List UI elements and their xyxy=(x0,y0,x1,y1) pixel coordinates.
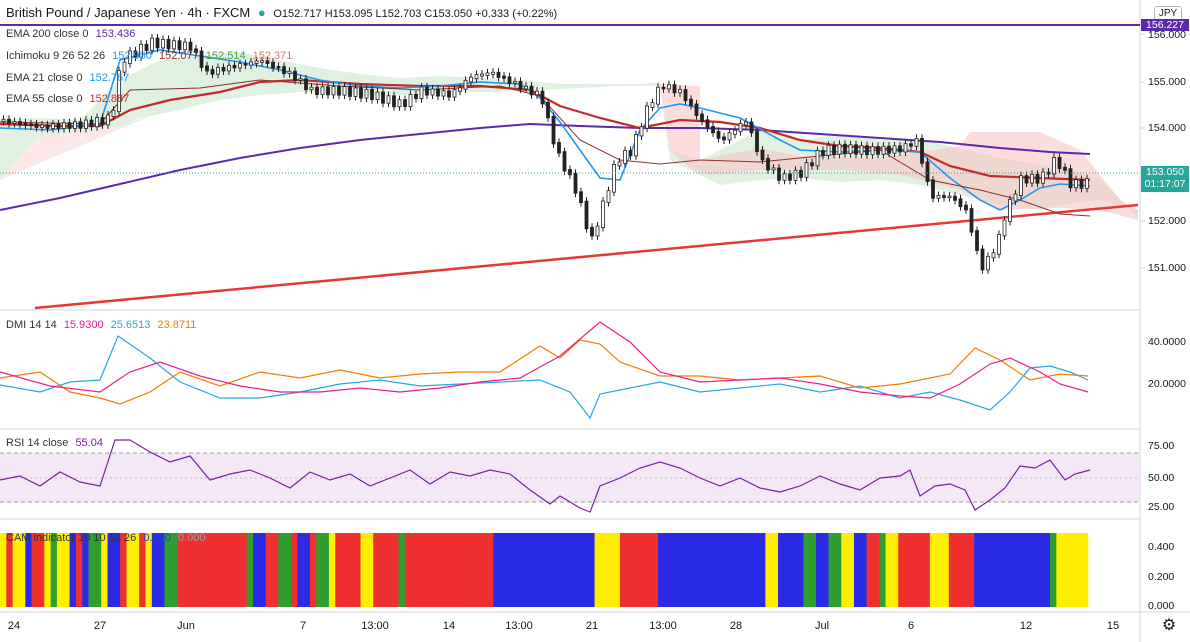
price-tick: 151.000 xyxy=(1148,262,1186,274)
time-label: 28 xyxy=(729,620,743,632)
ema55-legend[interactable]: EMA 55 close 0 152.887 xyxy=(6,93,130,105)
ema21-legend[interactable]: EMA 21 close 0 152.767 xyxy=(6,72,130,84)
ohlc-readout: O152.717 H153.095 L152.703 C153.050 +0.3… xyxy=(273,8,558,20)
price-tick: 156.000 xyxy=(1148,29,1186,41)
candlesticks[interactable] xyxy=(1,34,1089,274)
candle-countdown: 01:17:07 xyxy=(1144,178,1186,190)
cam-legend[interactable]: CAM indicator 10 10 12 26 0.500 0.000 xyxy=(6,532,206,544)
rsi-tick: 50.00 xyxy=(1148,472,1175,484)
time-label: 24 xyxy=(7,620,21,632)
ichimoku-cloud-green xyxy=(0,52,1138,218)
dmi-plus-line xyxy=(0,335,1089,420)
time-label: 27 xyxy=(93,620,107,632)
symbol-title[interactable]: British Pound / Japanese Yen · 4h · FXCM xyxy=(6,5,251,20)
rsi-tick: 25.00 xyxy=(1148,501,1175,513)
price-tick: 152.000 xyxy=(1148,215,1186,227)
time-label: 14 xyxy=(442,620,456,632)
price-tick: 154.000 xyxy=(1148,122,1186,134)
time-label: 6 xyxy=(907,620,915,632)
time-label: 7 xyxy=(299,620,307,632)
time-label: 13:00 xyxy=(649,620,677,632)
current-price-tag: 153.050 01:17:07 xyxy=(1141,166,1189,192)
ema21-line xyxy=(0,49,1091,211)
live-dot-icon: ● xyxy=(257,5,266,20)
dmi-tick: 40.0000 xyxy=(1148,336,1186,348)
adx-line xyxy=(0,321,1089,399)
gear-icon[interactable]: ⚙ xyxy=(1161,617,1177,634)
time-label: Jun xyxy=(177,620,195,632)
rsi-line xyxy=(0,439,1091,513)
cam-tick: 0.400 xyxy=(1148,541,1175,553)
current-price: 153.050 xyxy=(1146,166,1184,178)
ichimoku-cloud-red xyxy=(660,84,1138,220)
time-label: 13:00 xyxy=(361,620,389,632)
cam-histogram xyxy=(0,533,1089,607)
cam-tick: 0.000 xyxy=(1148,600,1175,612)
resistance-price-tag: 156.227 xyxy=(1141,19,1189,31)
price-tick: 155.000 xyxy=(1148,76,1186,88)
dmi-tick: 20.0000 xyxy=(1148,378,1186,390)
time-label: 13:00 xyxy=(505,620,533,632)
dmi-legend[interactable]: DMI 14 14 15.9300 25.6513 23.8711 xyxy=(6,319,197,331)
chart-header: British Pound / Japanese Yen · 4h · FXCM… xyxy=(6,6,561,21)
time-label: 15 xyxy=(1106,620,1120,632)
cam-tick: 0.200 xyxy=(1148,571,1175,583)
time-label: 21 xyxy=(585,620,599,632)
ichimoku-legend[interactable]: Ichimoku 9 26 52 26 152.950 152.077 152.… xyxy=(6,50,293,62)
ema200-legend[interactable]: EMA 200 close 0 153.436 xyxy=(6,28,136,40)
rsi-tick: 75.00 xyxy=(1148,440,1175,452)
time-label: Jul xyxy=(814,620,830,632)
rsi-legend[interactable]: RSI 14 close 55.04 xyxy=(6,437,103,449)
time-label: 12 xyxy=(1019,620,1033,632)
dmi-minus-line xyxy=(0,339,1089,405)
trendline[interactable] xyxy=(34,203,1139,310)
